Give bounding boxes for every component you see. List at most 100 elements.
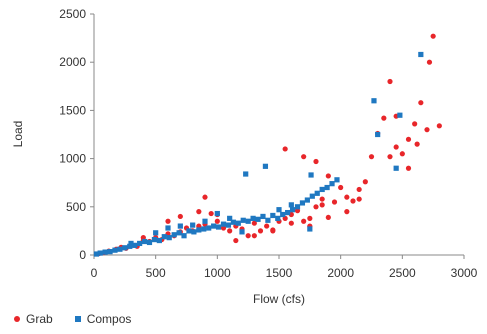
data-point-compos bbox=[239, 229, 245, 235]
data-point-grab bbox=[368, 154, 375, 160]
data-point-grab bbox=[362, 179, 368, 185]
data-point-compos bbox=[375, 131, 381, 138]
data-point-grab bbox=[426, 59, 433, 65]
data-point-grab bbox=[350, 198, 356, 204]
x-tick-label: 2500 bbox=[389, 266, 416, 280]
data-point-compos bbox=[393, 165, 399, 171]
data-point-grab bbox=[418, 100, 424, 106]
data-point-grab bbox=[301, 154, 307, 160]
data-point-grab bbox=[282, 146, 288, 152]
data-point-grab bbox=[214, 218, 220, 224]
data-point-grab bbox=[405, 136, 412, 142]
data-point-compos bbox=[206, 225, 212, 231]
data-point-grab bbox=[344, 209, 350, 215]
data-point-grab bbox=[319, 196, 325, 202]
data-points bbox=[93, 33, 442, 257]
data-point-compos bbox=[329, 181, 335, 187]
data-point-compos bbox=[308, 172, 314, 178]
data-point-grab bbox=[313, 158, 319, 165]
data-point-compos bbox=[227, 215, 233, 221]
data-point-compos bbox=[397, 112, 403, 118]
legend-label-grab: Grab bbox=[26, 312, 53, 326]
y-tick-label: 1000 bbox=[59, 152, 86, 166]
data-point-grab bbox=[393, 144, 399, 150]
data-point-grab bbox=[436, 123, 442, 129]
x-axis-title: Flow (cfs) bbox=[253, 292, 305, 306]
data-point-compos bbox=[107, 249, 113, 255]
data-point-compos bbox=[132, 242, 138, 248]
legend-item-grab: Grab bbox=[14, 312, 53, 326]
data-point-compos bbox=[161, 234, 167, 240]
x-tick-label: 0 bbox=[91, 266, 98, 280]
data-point-compos bbox=[275, 215, 281, 221]
y-tick-label: 0 bbox=[79, 248, 86, 262]
data-point-compos bbox=[230, 219, 236, 225]
data-point-compos bbox=[250, 215, 256, 221]
data-point-grab bbox=[414, 141, 420, 147]
data-point-compos bbox=[294, 204, 301, 210]
y-axis-title: Load bbox=[11, 121, 25, 148]
data-point-grab bbox=[338, 184, 344, 191]
data-point-grab bbox=[301, 218, 307, 224]
data-point-compos bbox=[190, 222, 196, 228]
data-point-compos bbox=[235, 220, 241, 226]
data-point-compos bbox=[243, 171, 249, 177]
data-point-compos bbox=[153, 230, 159, 236]
data-point-compos bbox=[127, 243, 133, 249]
data-point-compos bbox=[334, 177, 340, 183]
data-point-grab bbox=[202, 194, 208, 200]
data-point-compos bbox=[260, 213, 266, 220]
legend-item-compos: Compos bbox=[74, 312, 132, 326]
data-point-grab bbox=[177, 213, 183, 220]
x-axis-ticks: 0 500 1000 1500 2000 2500 3000 bbox=[91, 255, 478, 280]
data-point-grab bbox=[387, 78, 393, 85]
data-point-compos bbox=[128, 240, 134, 247]
data-point-grab bbox=[424, 127, 430, 133]
data-point-grab bbox=[227, 228, 233, 234]
data-point-compos bbox=[166, 235, 172, 241]
data-point-grab bbox=[387, 154, 393, 160]
y-tick-label: 500 bbox=[66, 200, 86, 214]
data-point-compos bbox=[280, 211, 286, 218]
data-point-compos bbox=[240, 217, 246, 223]
data-point-compos bbox=[112, 247, 118, 253]
data-point-compos bbox=[418, 51, 424, 58]
data-point-compos bbox=[97, 250, 103, 256]
data-point-compos bbox=[288, 202, 294, 208]
data-point-compos bbox=[186, 228, 192, 234]
y-tick-label: 2500 bbox=[59, 7, 86, 21]
data-point-compos bbox=[276, 207, 282, 213]
data-point-compos bbox=[202, 218, 208, 224]
data-point-compos bbox=[314, 190, 320, 196]
data-point-compos bbox=[262, 163, 269, 169]
y-axis-ticks: 0 500 1000 1500 2000 2500 bbox=[59, 7, 94, 262]
data-point-compos bbox=[165, 225, 171, 231]
data-point-compos bbox=[117, 246, 123, 252]
data-point-grab bbox=[399, 151, 405, 157]
data-point-compos bbox=[215, 224, 222, 230]
legend-label-compos: Compos bbox=[86, 312, 132, 326]
data-point-compos bbox=[201, 226, 207, 232]
data-point-grab bbox=[251, 233, 257, 239]
data-point-grab bbox=[430, 33, 436, 39]
data-point-grab bbox=[208, 210, 214, 217]
data-point-compos bbox=[211, 223, 217, 229]
data-point-compos bbox=[171, 232, 177, 238]
data-point-compos bbox=[285, 209, 291, 216]
x-tick-label: 2000 bbox=[327, 266, 354, 280]
data-point-compos bbox=[191, 229, 197, 235]
x-tick-label: 1500 bbox=[266, 266, 293, 280]
legend-marker-grab bbox=[14, 316, 20, 322]
data-point-compos bbox=[319, 186, 325, 193]
y-tick-label: 1500 bbox=[59, 103, 86, 117]
data-point-grab bbox=[356, 196, 362, 202]
data-point-compos bbox=[309, 193, 315, 199]
data-point-grab bbox=[196, 209, 202, 215]
data-point-compos bbox=[181, 233, 187, 239]
data-point-compos bbox=[324, 184, 330, 191]
data-point-compos bbox=[307, 226, 313, 232]
data-point-compos bbox=[220, 221, 227, 227]
data-point-grab bbox=[356, 186, 362, 193]
data-point-grab bbox=[325, 173, 331, 179]
